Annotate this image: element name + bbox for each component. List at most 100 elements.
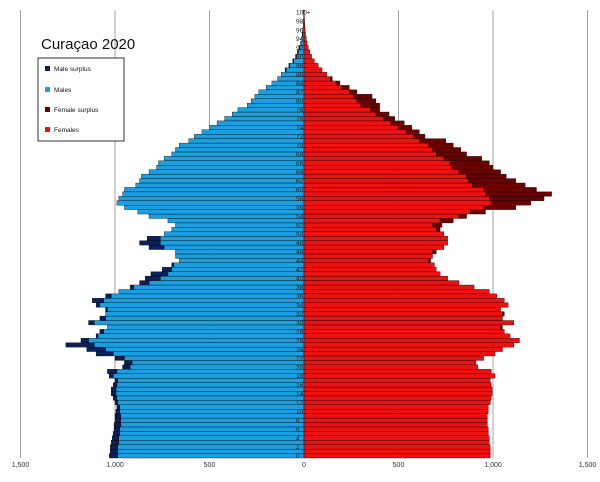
bar-males [163, 244, 305, 250]
bar-male-surplus [110, 444, 119, 450]
age-label: 2 [296, 444, 300, 451]
bar-females [303, 138, 420, 144]
bar-female-surplus [352, 94, 373, 99]
bar-female-surplus [436, 151, 467, 157]
bar-females [303, 280, 460, 286]
bar-females [303, 80, 337, 86]
age-label: 34 [296, 302, 304, 309]
bar-females [303, 129, 407, 135]
bar-male-surplus [145, 275, 161, 281]
bar-male-surplus [65, 342, 95, 348]
bar-males [112, 373, 305, 379]
bar-males [160, 236, 305, 241]
bar-male-surplus [116, 404, 120, 410]
age-label: 32 [296, 311, 304, 318]
bar-females [303, 125, 399, 130]
age-label: 26 [296, 338, 304, 345]
bar-females [303, 342, 514, 348]
x-tick-label: 1,000 [484, 462, 502, 469]
age-label: 22 [296, 355, 304, 362]
bar-male-surplus [86, 346, 106, 352]
bar-females [303, 320, 514, 326]
bar-males [118, 196, 305, 201]
bar-males [103, 329, 305, 334]
bar-male-surplus [148, 244, 165, 250]
x-axis-tick-labels: 1,500 1,000 500 0 500 1,000 1,500 [12, 462, 597, 469]
bar-males [122, 191, 305, 197]
bar-females [303, 360, 477, 366]
bar-males [120, 417, 305, 423]
bar-males [160, 240, 305, 246]
bar-male-surplus [114, 413, 121, 419]
bar-males [135, 182, 305, 188]
age-label: 10 [296, 409, 304, 416]
age-label: 16 [296, 382, 304, 389]
bar-female-surplus [428, 142, 454, 148]
bar-males [158, 160, 305, 166]
bar-males [237, 107, 305, 113]
bar-male-surplus [95, 302, 101, 308]
bar-female-surplus [439, 218, 454, 224]
bar-female-surplus [443, 156, 482, 161]
bar-males [173, 262, 305, 268]
bar-females [303, 160, 450, 166]
bar-female-surplus [419, 138, 446, 144]
bar-females [303, 426, 489, 432]
bar-females [303, 404, 489, 410]
x-tick-label: 500 [393, 462, 405, 469]
bar-female-surplus [330, 76, 333, 82]
bar-females [303, 391, 493, 397]
x-tick-label: 1,000 [106, 462, 124, 469]
bar-males [118, 289, 305, 295]
bar-male-surplus [114, 377, 119, 383]
age-label: 70 [296, 143, 304, 150]
bar-male-surplus [124, 360, 133, 366]
bar-females [303, 346, 503, 352]
bar-males [99, 302, 305, 308]
bar-female-surplus [472, 182, 526, 188]
age-label: 84 [296, 80, 304, 87]
bar-males [97, 333, 305, 339]
bar-male-surplus [139, 280, 150, 286]
bars-layer [65, 9, 552, 459]
bar-males [119, 409, 305, 414]
bar-females [303, 444, 491, 450]
bar-males [148, 280, 305, 286]
bar-male-surplus [111, 386, 117, 392]
bar-females [303, 222, 433, 228]
bar-females [303, 431, 489, 436]
bar-females [303, 102, 361, 108]
bar-males [103, 298, 305, 303]
bar-females [303, 355, 484, 361]
bar-females [303, 377, 491, 383]
legend-label-females: Females [54, 127, 80, 134]
bar-females [303, 302, 509, 308]
age-label: 94 [296, 36, 304, 43]
bar-females [303, 267, 437, 272]
bar-females [303, 67, 323, 73]
bar-males [224, 116, 305, 122]
legend-swatch-male-surplus [45, 66, 50, 71]
age-label: 50 [296, 231, 304, 238]
bar-females [303, 63, 319, 68]
bar-females [303, 315, 503, 321]
age-label: 60 [296, 187, 304, 194]
bar-female-surplus [449, 160, 490, 166]
bar-female-surplus [369, 107, 380, 113]
bar-male-surplus [292, 58, 294, 64]
bar-females [303, 298, 505, 303]
bar-males [105, 315, 305, 321]
bar-females [303, 364, 479, 370]
bar-males [117, 453, 305, 459]
bar-females [303, 142, 429, 148]
bar-males [163, 231, 305, 237]
bar-male-surplus [114, 355, 125, 361]
bar-females [303, 156, 445, 161]
bar-female-surplus [341, 85, 350, 91]
age-label: 18 [296, 373, 304, 380]
bar-females [303, 94, 354, 99]
age-label: 66 [296, 160, 304, 167]
bar-female-surplus [413, 134, 426, 139]
bar-females [303, 165, 452, 170]
age-label: 54 [296, 214, 304, 221]
